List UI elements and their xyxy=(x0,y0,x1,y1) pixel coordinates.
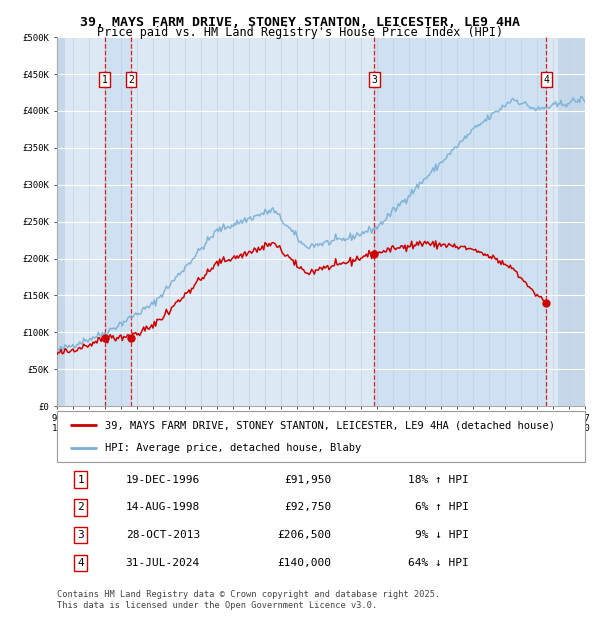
Text: 31-JUL-2024: 31-JUL-2024 xyxy=(125,558,200,568)
Text: 1: 1 xyxy=(101,74,107,84)
Bar xyxy=(374,37,546,406)
Text: 3: 3 xyxy=(77,530,84,540)
Text: £140,000: £140,000 xyxy=(278,558,332,568)
Text: 3: 3 xyxy=(371,74,377,84)
Text: £206,500: £206,500 xyxy=(278,530,332,540)
Text: 1: 1 xyxy=(77,474,84,484)
Polygon shape xyxy=(57,37,65,406)
Text: 9% ↓ HPI: 9% ↓ HPI xyxy=(415,530,469,540)
Text: 6% ↑ HPI: 6% ↑ HPI xyxy=(415,502,469,512)
Text: Contains HM Land Registry data © Crown copyright and database right 2025.
This d: Contains HM Land Registry data © Crown c… xyxy=(57,590,440,609)
Text: £92,750: £92,750 xyxy=(284,502,332,512)
Bar xyxy=(104,37,131,406)
Text: 2: 2 xyxy=(77,502,84,512)
FancyBboxPatch shape xyxy=(57,411,585,462)
Text: 64% ↓ HPI: 64% ↓ HPI xyxy=(408,558,469,568)
Text: 18% ↑ HPI: 18% ↑ HPI xyxy=(408,474,469,484)
Text: 39, MAYS FARM DRIVE, STONEY STANTON, LEICESTER, LE9 4HA (detached house): 39, MAYS FARM DRIVE, STONEY STANTON, LEI… xyxy=(104,420,554,430)
Text: £91,950: £91,950 xyxy=(284,474,332,484)
Polygon shape xyxy=(558,37,585,406)
Text: 4: 4 xyxy=(77,558,84,568)
Text: 4: 4 xyxy=(544,74,549,84)
Text: 19-DEC-1996: 19-DEC-1996 xyxy=(125,474,200,484)
Text: 28-OCT-2013: 28-OCT-2013 xyxy=(125,530,200,540)
Text: 14-AUG-1998: 14-AUG-1998 xyxy=(125,502,200,512)
Text: HPI: Average price, detached house, Blaby: HPI: Average price, detached house, Blab… xyxy=(104,443,361,453)
Text: 39, MAYS FARM DRIVE, STONEY STANTON, LEICESTER, LE9 4HA: 39, MAYS FARM DRIVE, STONEY STANTON, LEI… xyxy=(80,16,520,29)
Text: Price paid vs. HM Land Registry's House Price Index (HPI): Price paid vs. HM Land Registry's House … xyxy=(97,26,503,39)
Text: 2: 2 xyxy=(128,74,134,84)
